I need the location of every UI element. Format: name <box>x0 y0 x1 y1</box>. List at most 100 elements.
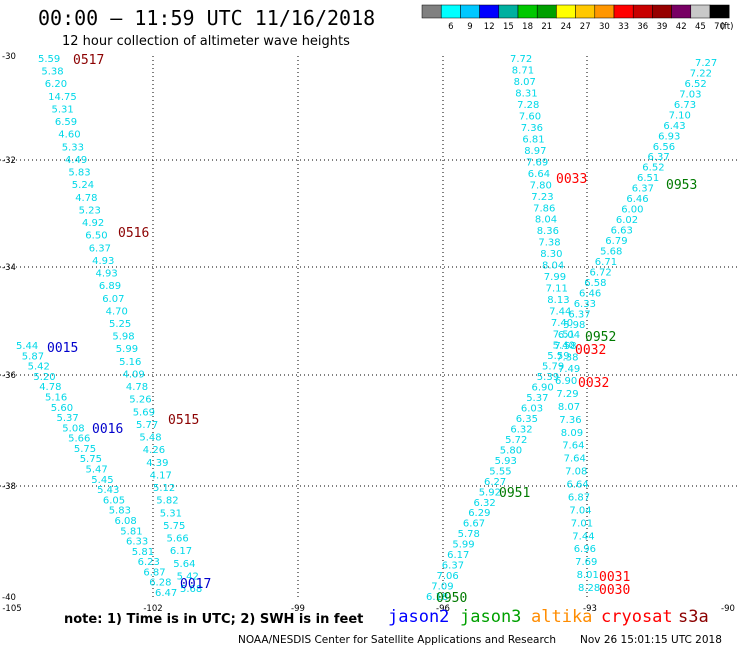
legend-label: 33 <box>618 22 629 32</box>
track-value: 5.59 <box>547 351 569 362</box>
track-value: 5.64 <box>173 559 195 570</box>
track-value: 6.96 <box>574 544 596 555</box>
track-value: 4.92 <box>82 218 104 229</box>
mission-jason2: jason2 <box>388 607 450 627</box>
track-value: 5.16 <box>45 393 67 404</box>
track-value: 6.37 <box>568 309 590 320</box>
track-value: 7.11 <box>546 284 568 295</box>
track-value: 4.49 <box>65 155 87 166</box>
legend-label: 6 <box>448 22 453 32</box>
track-value: 5.68 <box>180 584 202 595</box>
track-value: 8.07 <box>514 77 536 88</box>
track-value: 8.04 <box>542 261 564 272</box>
track-value: 4.78 <box>75 193 97 204</box>
track-value: 6.35 <box>516 414 538 425</box>
track-value: 7.58 <box>554 341 576 352</box>
track-value: 6.46 <box>626 194 648 205</box>
track-value: 6.59 <box>55 117 77 128</box>
legend-swatch <box>613 4 634 19</box>
track-value: 7.09 <box>431 582 453 593</box>
track-value: 7.06 <box>437 571 459 582</box>
track-value: 7.40 <box>551 318 573 329</box>
track-value: 7.44 <box>549 307 571 318</box>
track-value: 8.04 <box>535 215 557 226</box>
page-title: 00:00 – 11:59 UTC 11/16/2018 <box>38 6 376 30</box>
track-value: 8.13 <box>547 295 569 306</box>
track-value: 7.60 <box>519 111 541 122</box>
track-value: 7.72 <box>510 54 532 65</box>
track-value: 6.46 <box>579 288 601 299</box>
track-value: 4.93 <box>92 256 114 267</box>
x-tick-label: -93 <box>583 604 597 614</box>
track-value: 8.07 <box>558 402 580 413</box>
track-value: 5.40 <box>553 341 575 352</box>
track-value: 6.67 <box>463 519 485 530</box>
pass-label: 0516 <box>118 226 149 241</box>
track-value: 6.43 <box>663 121 685 132</box>
track-value: 5.99 <box>452 540 474 551</box>
legend-label: 27 <box>580 22 591 32</box>
y-tick-label: -40 <box>2 593 16 603</box>
legend-label: 30 <box>599 22 610 32</box>
credit-text: NOAA/NESDIS Center for Satellite Applica… <box>238 634 556 646</box>
track-value: 7.36 <box>521 123 543 134</box>
track-value: 6.37 <box>89 243 111 254</box>
legend-swatch <box>498 4 519 19</box>
track-value: 5.93 <box>495 456 517 467</box>
track-value: 7.29 <box>556 389 578 400</box>
track-value: 4.78 <box>39 382 61 393</box>
track-value: 8.31 <box>515 88 537 99</box>
track-value: 7.23 <box>531 192 553 203</box>
track-value: 7.28 <box>517 100 539 111</box>
mission-cryosat: cryosat <box>601 607 673 627</box>
track-value: 6.32 <box>510 425 532 436</box>
track-value: 7.27 <box>695 58 717 69</box>
track-value: 14.75 <box>48 92 77 103</box>
axis-ticks: -105 -102 -99 -96 -93 -90 -30 -32 -34 -36 -38 -40 <box>2 52 735 614</box>
track-value: 4.39 <box>146 458 168 469</box>
legend-label: 15 <box>503 22 514 32</box>
track-value: 5.81 <box>132 547 154 558</box>
track-value: 5.78 <box>458 529 480 540</box>
legend-swatch <box>440 4 461 19</box>
track-value: 6.64 <box>567 480 589 491</box>
track-value: 5.92 <box>479 487 501 498</box>
track-value: 5.48 <box>139 433 161 444</box>
track-value: 7.22 <box>690 69 712 80</box>
track-value: 5.26 <box>129 395 151 406</box>
track-value: 4.17 <box>150 470 172 481</box>
track-value: 6.33 <box>574 299 596 310</box>
track-value: 5.81 <box>120 526 142 537</box>
track-value: 7.01 <box>571 518 593 529</box>
legend-swatch <box>594 4 615 19</box>
track-value: 6.90 <box>532 383 554 394</box>
track-value: 5.55 <box>489 466 511 477</box>
track-value: 6.87 <box>143 567 165 578</box>
track-value: 5.23 <box>79 205 101 216</box>
track-value: 5.59 <box>38 54 60 65</box>
track-value: 6.07 <box>102 294 124 305</box>
track-value: 5.37 <box>57 413 79 424</box>
y-tick-label: -30 <box>2 52 16 62</box>
track-value: 6.05 <box>103 495 125 506</box>
track-value: 5.39 <box>537 372 559 383</box>
grid-lines <box>0 56 740 597</box>
mission-altika: altika <box>531 607 593 627</box>
page-subtitle: 12 hour collection of altimeter wave hei… <box>62 34 350 49</box>
track-value: 8.09 <box>561 428 583 439</box>
track-value: 6.58 <box>584 278 606 289</box>
x-tick-label: -105 <box>2 604 21 614</box>
legend-unit: (ft) <box>721 22 734 32</box>
track-value: 5.16 <box>119 357 141 368</box>
track-value: 6.73 <box>674 100 696 111</box>
track-value: 5.75 <box>74 444 96 455</box>
track-value: 4.78 <box>126 382 148 393</box>
legend-label: 45 <box>695 22 706 32</box>
track-value: 6.50 <box>85 231 107 242</box>
track-value: 6.52 <box>642 163 664 174</box>
track-value: 7.10 <box>669 110 691 121</box>
legend-swatch <box>536 4 557 19</box>
track-value: 6.37 <box>632 184 654 195</box>
track-value: 4.60 <box>58 130 80 141</box>
